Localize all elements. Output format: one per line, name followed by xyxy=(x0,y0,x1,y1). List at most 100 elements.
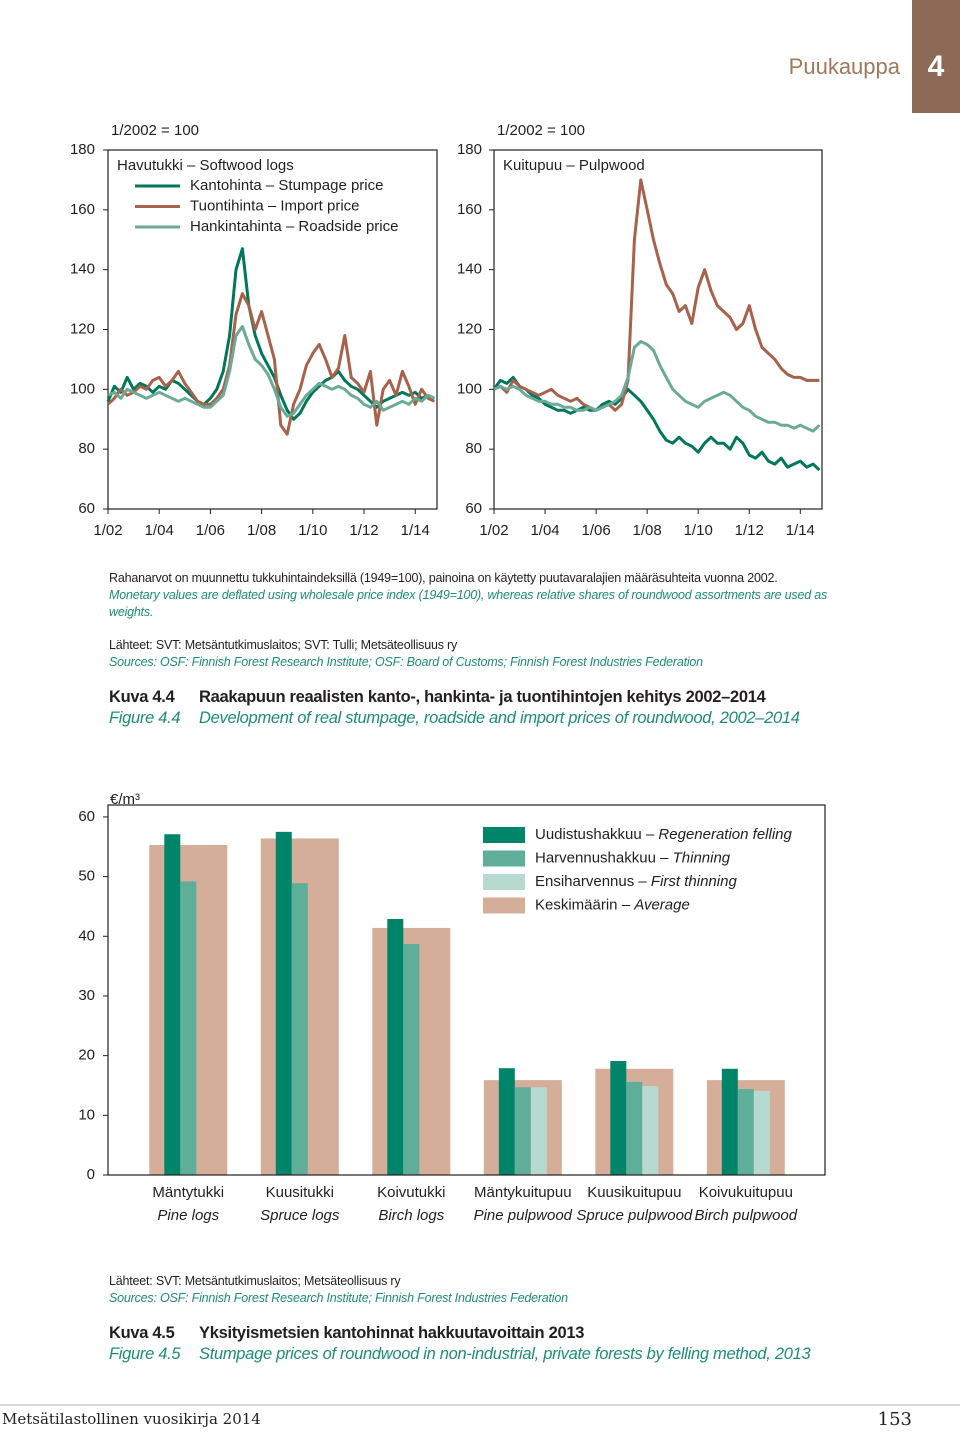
caption-label: Kuva 4.5 xyxy=(109,1324,175,1342)
section-title: Puukauppa xyxy=(789,54,901,79)
y-tick-label: 100 xyxy=(457,380,482,397)
x-tick-label: Mäntytukki xyxy=(152,1184,224,1201)
x-tick-label: 1/12 xyxy=(349,522,378,539)
x-tick-label: Kuusitukki xyxy=(266,1184,334,1201)
bar xyxy=(275,831,292,1175)
caption-label: Figure 4.5 xyxy=(109,1345,181,1363)
y-tick-label: 40 xyxy=(78,927,95,944)
plot-frame xyxy=(107,149,438,510)
legend-name-en: Thinning xyxy=(673,849,731,866)
y-tick-label: 60 xyxy=(465,500,482,517)
legend-swatch xyxy=(483,897,525,914)
y-tick-label: 50 xyxy=(78,868,95,885)
plot-frame xyxy=(108,805,825,1175)
sources-fi: Lähteet: SVT: Metsäntutkimuslaitos; SVT:… xyxy=(109,638,458,652)
legend-dash: – xyxy=(642,826,659,843)
series-line xyxy=(107,325,436,418)
y-tick-label: 140 xyxy=(70,261,95,278)
legend-dash: – xyxy=(634,873,651,890)
x-tick-label: 1/14 xyxy=(786,522,815,539)
x-tick-label-en: Spruce logs xyxy=(260,1207,340,1224)
legend-label: Uudistushakkuu – Regeneration felling xyxy=(535,826,793,843)
x-tick-label-en: Spruce pulpwood xyxy=(576,1207,693,1224)
chart-title: Kuitupuu – Pulpwood xyxy=(503,157,645,174)
legend-swatch xyxy=(483,850,525,867)
caption-en: Figure 4.5 Stumpage prices of roundwood i… xyxy=(109,1345,811,1364)
series-line xyxy=(106,292,436,436)
bar xyxy=(291,883,308,1175)
series-line xyxy=(493,178,820,412)
legend-name-en: Regeneration felling xyxy=(658,826,792,843)
y-tick-label: 80 xyxy=(78,440,95,457)
bar xyxy=(626,1081,643,1175)
bar xyxy=(514,1087,531,1175)
chart-title: Havutukki – Softwood logs xyxy=(117,157,294,174)
bar xyxy=(403,944,420,1175)
sources-en: Sources: OSF: Finnish Forest Research In… xyxy=(109,655,703,669)
sources: Lähteet: SVT: Metsäntutkimuslaitos; Mets… xyxy=(109,1273,829,1307)
y-tick-label: 120 xyxy=(70,320,95,337)
x-tick-label: 1/08 xyxy=(247,522,276,539)
x-tick-label: 1/10 xyxy=(684,522,713,539)
x-tick-label: 1/06 xyxy=(196,522,225,539)
y-tick-label: 60 xyxy=(78,808,95,825)
note-en: Monetary values are deflated using whole… xyxy=(109,588,828,619)
legend-swatch xyxy=(483,827,525,843)
sources-en: Sources: OSF: Finnish Forest Research In… xyxy=(109,1291,568,1305)
caption-label: Kuva 4.4 xyxy=(109,688,175,706)
x-tick-label: 1/12 xyxy=(735,522,764,539)
bar xyxy=(164,834,181,1175)
bar xyxy=(610,1061,627,1175)
legend-label: Hankintahinta – Roadside price xyxy=(190,218,398,235)
unit-label: €/m³ xyxy=(110,791,140,808)
x-tick-label-en: Pine logs xyxy=(157,1207,219,1224)
chapter-number: 4 xyxy=(928,50,945,83)
note-fi: Rahanarvot on muunnettu tukkuhintaindeks… xyxy=(109,571,778,585)
unit-label: 1/2002 = 100 xyxy=(111,122,199,139)
caption-fi: Kuva 4.5 Yksityismetsien kantohinnat hakk… xyxy=(109,1324,584,1343)
y-tick-label: 100 xyxy=(70,380,95,397)
caption-title: Development of real stumpage, roadside a… xyxy=(199,709,800,727)
legend-name: Uudistushakkuu xyxy=(535,826,642,843)
note: Rahanarvot on muunnettu tukkuhintaindeks… xyxy=(109,570,829,621)
unit-label: 1/2002 = 100 xyxy=(497,122,585,139)
y-tick-label: 10 xyxy=(78,1106,95,1123)
bar xyxy=(498,1068,515,1175)
series-line xyxy=(493,340,821,433)
bar xyxy=(721,1068,738,1175)
x-tick-label: 1/02 xyxy=(93,522,122,539)
legend-name: Ensiharvennus xyxy=(535,873,634,890)
caption-label: Figure 4.4 xyxy=(109,709,181,727)
legend-swatch xyxy=(483,874,525,890)
x-tick-label: Koivutukki xyxy=(377,1184,445,1201)
x-tick-label: 1/06 xyxy=(581,522,610,539)
y-tick-label: 120 xyxy=(457,320,482,337)
x-tick-label: 1/08 xyxy=(633,522,662,539)
legend-label: Keskimäärin – Average xyxy=(535,896,690,913)
y-tick-label: 160 xyxy=(457,201,482,218)
y-tick-label: 180 xyxy=(70,141,95,158)
x-tick-label: 1/02 xyxy=(479,522,508,539)
sources-fi: Lähteet: SVT: Metsäntutkimuslaitos; Mets… xyxy=(109,1274,401,1288)
bar xyxy=(642,1086,659,1175)
y-tick-label: 180 xyxy=(457,141,482,158)
y-tick-label: 140 xyxy=(457,261,482,278)
x-tick-label-en: Birch pulpwood xyxy=(695,1207,798,1224)
x-tick-label: Kuusikuitupuu xyxy=(587,1184,681,1201)
x-tick-label: Mäntykuitupuu xyxy=(474,1184,572,1201)
legend-label: Ensiharvennus – First thinning xyxy=(535,873,737,890)
legend-label: Harvennushakkuu – Thinning xyxy=(535,849,731,866)
y-tick-label: 20 xyxy=(78,1047,95,1064)
bar xyxy=(530,1087,547,1175)
x-tick-label-en: Birch logs xyxy=(378,1207,444,1224)
legend-name: Harvennushakkuu xyxy=(535,849,656,866)
chapter-box xyxy=(912,0,960,113)
legend-dash: – xyxy=(618,896,635,913)
legend-dash: – xyxy=(656,849,673,866)
plot-frame xyxy=(493,149,823,510)
x-tick-label: Koivukuitupuu xyxy=(699,1184,793,1201)
legend-label: Kantohinta – Stumpage price xyxy=(190,177,383,194)
y-tick-label: 60 xyxy=(78,500,95,517)
